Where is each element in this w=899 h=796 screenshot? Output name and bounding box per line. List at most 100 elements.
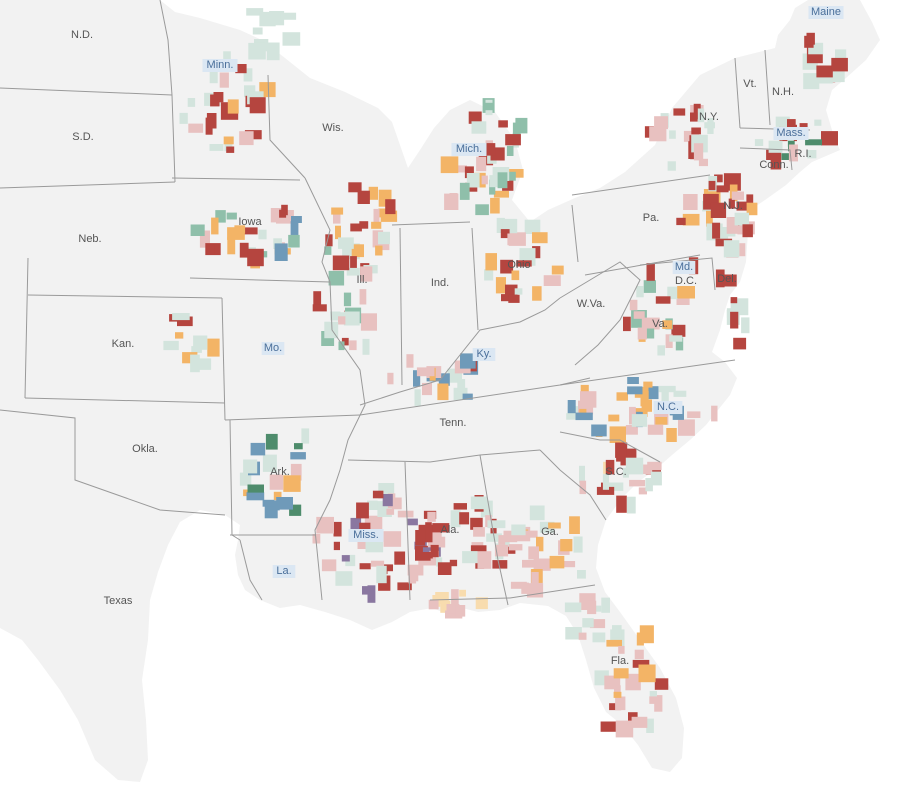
county-tile: [345, 554, 356, 567]
county-tile: [600, 721, 616, 732]
county-tile: [615, 696, 626, 711]
county-tile: [623, 316, 631, 332]
county-tile: [252, 27, 263, 35]
county-tile: [350, 256, 357, 270]
county-tile: [693, 143, 704, 161]
county-tile: [437, 562, 452, 575]
county-tile: [371, 221, 382, 229]
county-tile: [470, 496, 488, 510]
county-tile: [227, 237, 236, 255]
county-tile: [508, 294, 520, 303]
state-label-bg: [451, 143, 487, 156]
county-tile: [360, 313, 377, 331]
county-tile: [437, 383, 449, 401]
county-tile: [312, 534, 321, 544]
county-tile: [814, 119, 822, 126]
county-tile: [346, 267, 360, 276]
county-tile: [682, 213, 700, 226]
county-tile: [626, 496, 636, 514]
county-tile: [462, 551, 478, 564]
state-label-bg: [773, 127, 809, 140]
county-tile: [742, 224, 753, 238]
county-tile: [612, 625, 622, 638]
county-tile: [532, 286, 542, 301]
county-tile: [677, 286, 695, 299]
county-tile: [528, 546, 539, 560]
border-minn-wis: [267, 74, 306, 179]
state-label-layer: N.D. Minn. S.D. Wis. Mich. Neb. Iowa Ill. Ind. Oh…: [71, 6, 844, 667]
county-tile: [359, 289, 367, 305]
county-tile: [549, 555, 565, 569]
border-la-tex: [239, 539, 263, 601]
border-md: [639, 257, 716, 291]
county-tile: [831, 57, 848, 72]
county-tile: [521, 530, 538, 538]
border-ala-ga: [479, 454, 509, 606]
county-tile: [335, 225, 341, 240]
county-tile: [506, 145, 514, 156]
county-tile: [262, 499, 275, 507]
state-label: Miss.: [353, 529, 379, 541]
border-conn: [739, 147, 793, 171]
county-tile: [244, 227, 258, 235]
county-tile: [521, 582, 529, 594]
county-tile: [565, 627, 582, 640]
county-tile: [667, 161, 676, 171]
county-tile: [338, 237, 354, 249]
county-tile: [669, 335, 683, 342]
county-tile: [177, 316, 193, 327]
county-tile: [175, 332, 184, 339]
county-tile: [427, 511, 436, 522]
state-label: N.J.: [723, 200, 743, 212]
county-tile: [476, 156, 487, 172]
county-tile: [427, 531, 442, 542]
county-tile: [325, 234, 333, 247]
county-tile: [492, 560, 508, 569]
county-tile: [495, 277, 506, 294]
state-label: S.C.: [605, 466, 626, 478]
county-tile: [616, 495, 627, 513]
state-label: R.I.: [794, 148, 811, 160]
county-tile: [215, 210, 226, 223]
state-label-bg: [653, 401, 683, 414]
county-tile: [378, 231, 390, 245]
border-ark-west: [229, 419, 241, 541]
county-tile: [577, 570, 586, 579]
county-tile: [464, 166, 474, 179]
county-tile: [227, 99, 239, 114]
county-tile: [500, 259, 514, 274]
county-tile: [690, 112, 698, 122]
county-tile: [466, 173, 480, 188]
border-fla-north: [429, 584, 596, 601]
county-tile: [246, 492, 265, 501]
county-tile: [210, 94, 220, 107]
state-label: N.C.: [657, 401, 679, 413]
county-tile: [440, 600, 451, 613]
state-label: W.Va.: [577, 298, 606, 310]
county-tile: [788, 144, 798, 162]
county-tile: [265, 433, 278, 450]
county-tile: [775, 116, 790, 127]
county-tile: [768, 140, 783, 153]
county-tile: [294, 443, 303, 450]
county-tile: [283, 475, 301, 492]
border-west-edge: [0, 257, 226, 516]
county-tile: [634, 649, 644, 660]
county-tile: [647, 424, 664, 435]
county-tile: [333, 521, 342, 537]
county-tile: [638, 664, 656, 683]
county-tile: [735, 305, 747, 315]
county-tile: [658, 385, 676, 393]
county-tile: [625, 457, 644, 475]
county-tile: [676, 217, 686, 226]
county-tile: [675, 337, 684, 351]
state-label: Ky.: [476, 348, 491, 360]
county-tile: [560, 539, 573, 552]
county-tile: [248, 42, 266, 60]
county-tile: [601, 597, 610, 613]
border-mo-ark: [224, 414, 361, 421]
county-tile: [506, 171, 516, 181]
county-tile: [397, 510, 414, 518]
state-label: Ohio: [507, 259, 530, 271]
